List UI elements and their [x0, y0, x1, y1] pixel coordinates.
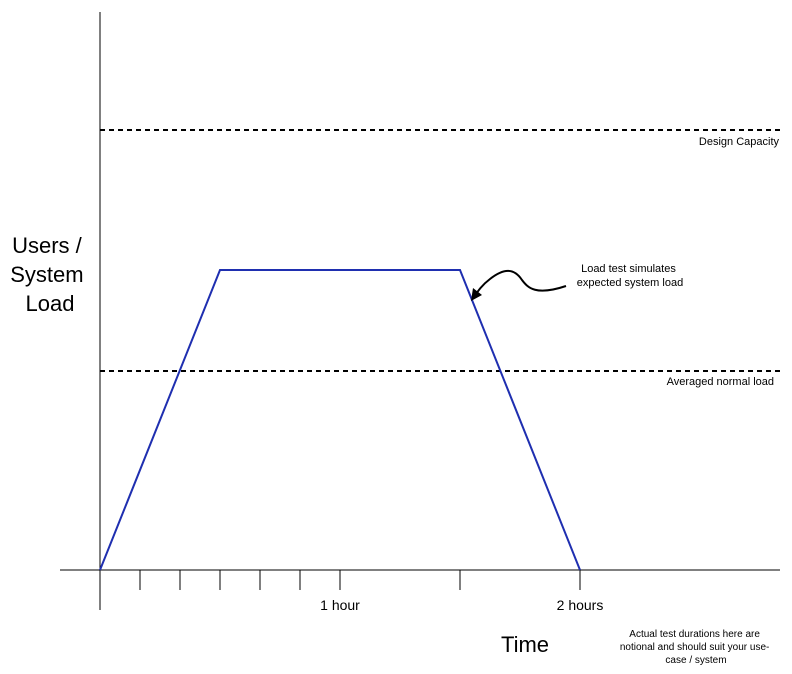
x-axis-label: Time: [501, 632, 549, 657]
footnote-line: Actual test durations here are: [629, 629, 760, 640]
y-axis-label-line: System: [10, 262, 83, 287]
y-axis-label-line: Load: [26, 291, 75, 316]
y-axis-label: Users / System Load: [10, 233, 89, 316]
tick-label-2-hours: 2 hours: [557, 597, 604, 613]
footnote-line: notional and should suit your use-: [620, 642, 770, 653]
callout-text-line: expected system load: [577, 277, 683, 289]
design-capacity-label: Design Capacity: [699, 136, 780, 148]
averaged-normal-load-label: Averaged normal load: [667, 376, 774, 388]
tick-label-1-hour: 1 hour: [320, 597, 360, 613]
footnote-line: case / system: [665, 655, 726, 666]
footnote-text: Actual test durations here are notional …: [620, 629, 772, 666]
callout-arrow: [471, 269, 567, 301]
y-axis-label-line: Users /: [12, 233, 83, 258]
load-profile-line: [99, 269, 581, 571]
x-axis-ticks: [139, 570, 581, 590]
callout-text: Load test simulates expected system load: [577, 263, 683, 289]
callout-arrow-head: [471, 288, 482, 301]
callout-text-line: Load test simulates: [581, 263, 676, 275]
